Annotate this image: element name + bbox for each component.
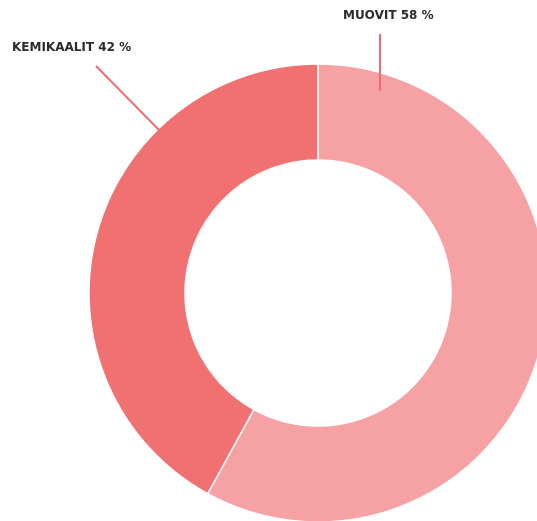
- slice-label: MUOVIT 58 %: [343, 8, 434, 22]
- leader-line: [95, 65, 161, 132]
- donut-slice: [88, 63, 319, 495]
- value-label: 58 %: [401, 8, 434, 22]
- slice-label: KEMIKAALIT 42 %: [12, 40, 131, 54]
- value-label: 42 %: [98, 40, 131, 54]
- donut-slice: [206, 63, 537, 521]
- category-label: MUOVIT: [343, 8, 397, 22]
- category-label: KEMIKAALIT: [12, 40, 95, 54]
